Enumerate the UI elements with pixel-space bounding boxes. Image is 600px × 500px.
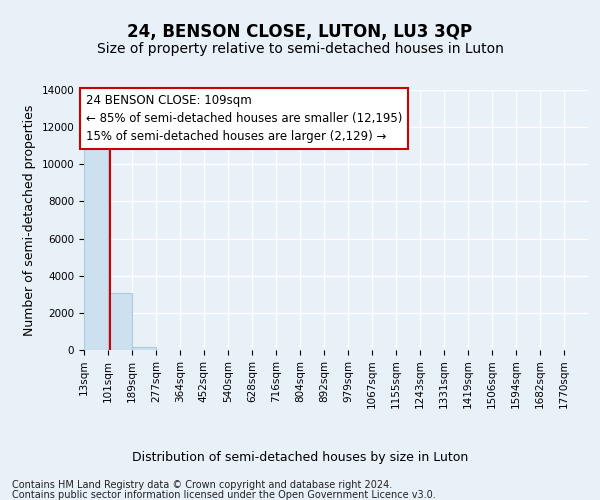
- Bar: [108, 294, 132, 350]
- Text: 24 BENSON CLOSE: 109sqm
← 85% of semi-detached houses are smaller (12,195)
15% o: 24 BENSON CLOSE: 109sqm ← 85% of semi-de…: [86, 94, 402, 142]
- Bar: [132, 347, 156, 350]
- Y-axis label: Number of semi-detached properties: Number of semi-detached properties: [23, 104, 36, 336]
- Bar: [84, 138, 108, 350]
- Text: 24, BENSON CLOSE, LUTON, LU3 3QP: 24, BENSON CLOSE, LUTON, LU3 3QP: [127, 22, 473, 40]
- Text: Contains public sector information licensed under the Open Government Licence v3: Contains public sector information licen…: [12, 490, 436, 500]
- Text: Contains HM Land Registry data © Crown copyright and database right 2024.: Contains HM Land Registry data © Crown c…: [12, 480, 392, 490]
- Text: Size of property relative to semi-detached houses in Luton: Size of property relative to semi-detach…: [97, 42, 503, 56]
- Text: Distribution of semi-detached houses by size in Luton: Distribution of semi-detached houses by …: [132, 451, 468, 464]
